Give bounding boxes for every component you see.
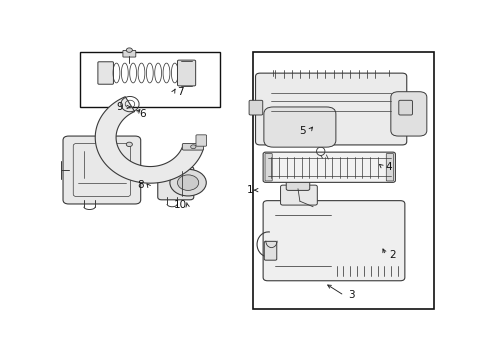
FancyBboxPatch shape <box>177 60 195 86</box>
Circle shape <box>126 142 132 147</box>
FancyBboxPatch shape <box>263 201 404 281</box>
Polygon shape <box>95 97 203 183</box>
Text: 5: 5 <box>299 126 305 135</box>
Text: 4: 4 <box>385 162 391 172</box>
Text: 8: 8 <box>137 180 144 190</box>
FancyBboxPatch shape <box>285 168 309 190</box>
Text: 2: 2 <box>388 250 395 260</box>
Circle shape <box>190 145 196 149</box>
FancyBboxPatch shape <box>63 136 141 204</box>
FancyBboxPatch shape <box>290 164 304 173</box>
FancyBboxPatch shape <box>255 73 406 145</box>
Text: 1: 1 <box>246 185 253 195</box>
Circle shape <box>169 169 206 196</box>
Circle shape <box>126 48 132 52</box>
FancyBboxPatch shape <box>182 143 203 150</box>
Circle shape <box>177 175 198 190</box>
Text: 9: 9 <box>116 102 123 112</box>
FancyBboxPatch shape <box>263 152 395 183</box>
Text: 3: 3 <box>347 291 354 301</box>
FancyBboxPatch shape <box>264 153 272 181</box>
FancyBboxPatch shape <box>196 135 206 146</box>
FancyBboxPatch shape <box>280 185 317 205</box>
FancyBboxPatch shape <box>390 92 426 136</box>
Bar <box>252 51 433 309</box>
FancyBboxPatch shape <box>398 100 411 115</box>
Text: 7: 7 <box>177 87 183 97</box>
FancyBboxPatch shape <box>98 62 113 84</box>
FancyBboxPatch shape <box>264 241 276 260</box>
FancyBboxPatch shape <box>264 107 335 147</box>
Text: 6: 6 <box>139 109 145 119</box>
FancyBboxPatch shape <box>158 167 193 200</box>
FancyBboxPatch shape <box>122 50 136 57</box>
Text: 10: 10 <box>174 201 187 210</box>
FancyBboxPatch shape <box>386 153 393 181</box>
FancyBboxPatch shape <box>248 100 262 115</box>
Bar <box>80 51 220 107</box>
